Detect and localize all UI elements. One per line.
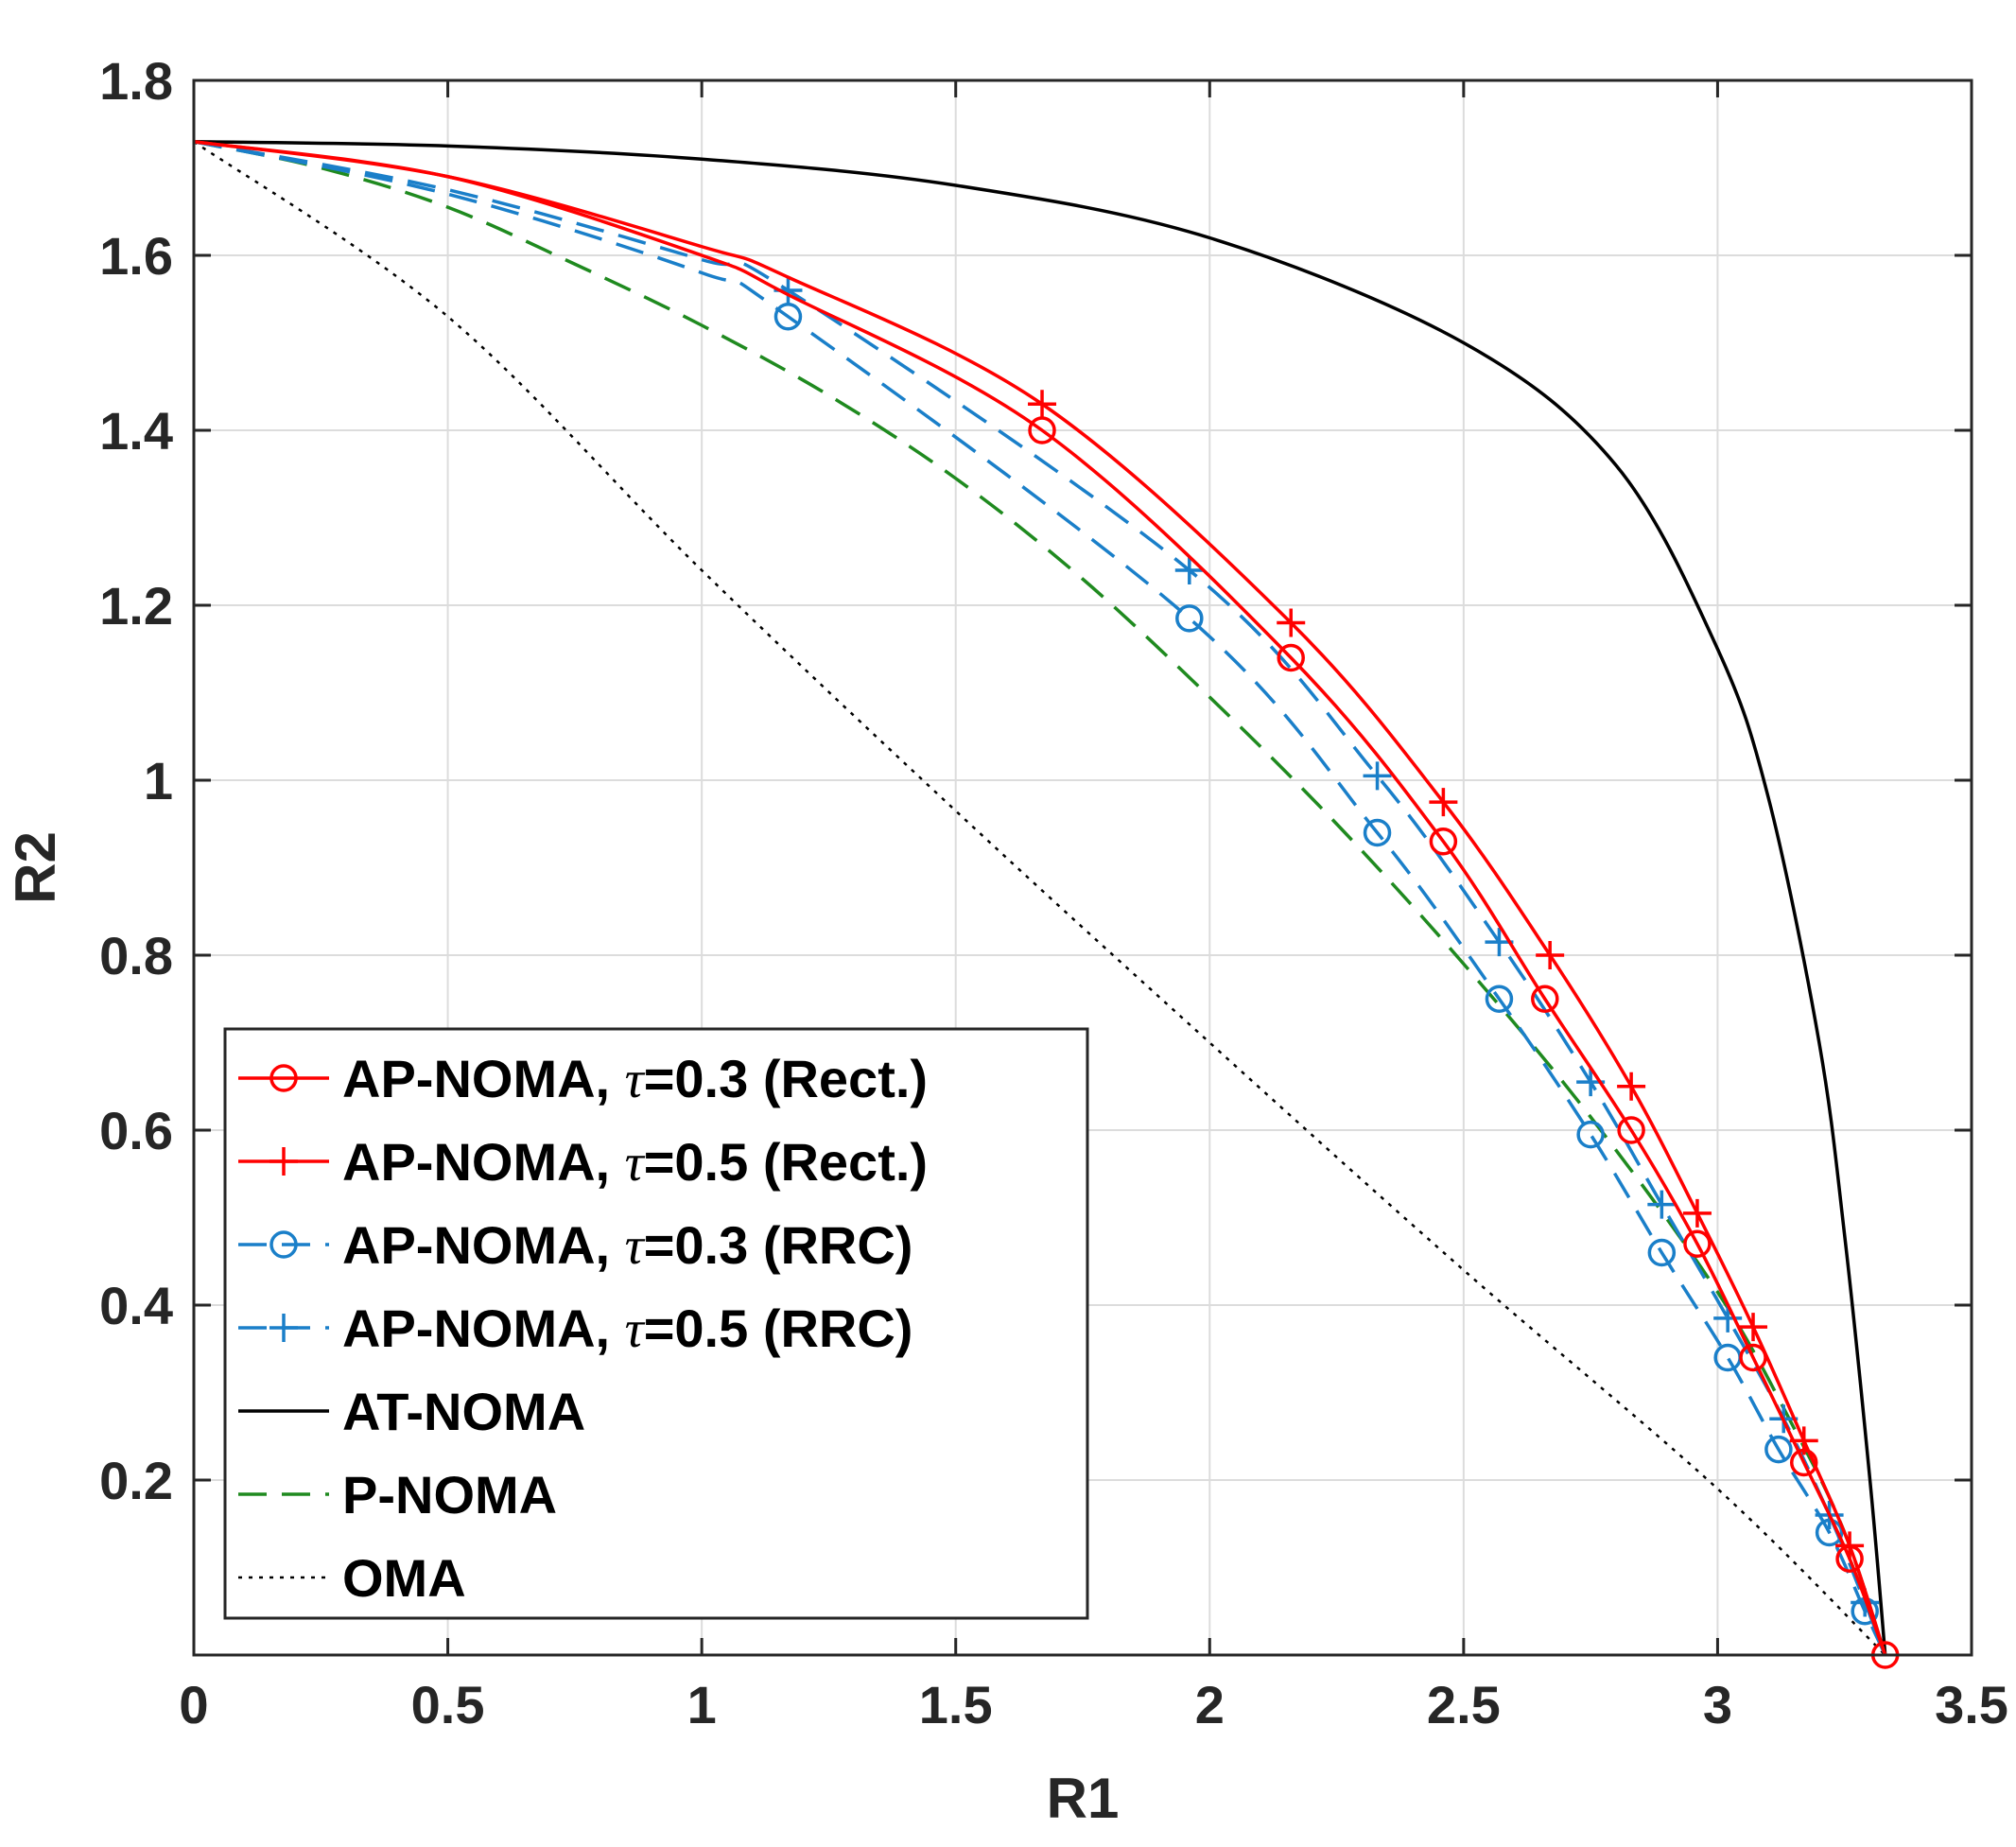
x-tick-label: 0.5 bbox=[411, 1675, 485, 1734]
series-lines bbox=[193, 140, 1900, 1669]
plot-frame bbox=[192, 78, 1973, 1657]
legend-label-tau: τ bbox=[625, 1134, 646, 1193]
series-1 bbox=[193, 140, 1887, 1656]
legend-box bbox=[223, 1027, 1089, 1620]
legend-entry-4: AT-NOMA bbox=[342, 1382, 585, 1441]
axis-ticks: 0 0.5 1 1.5 2 2.5 3 3.5 0.2 0.4 0.6 0.8 1 1.2 1.4 1.6 1.… bbox=[99, 51, 2008, 1734]
legend-marker-0 bbox=[269, 1064, 298, 1092]
x-tick-label: 2.5 bbox=[1427, 1675, 1501, 1734]
legend: AP-NOMA, τ=0.3 (Rect.)AP-NOMA, τ=0.5 (Re… bbox=[223, 1027, 1089, 1620]
legend-label-tau: τ bbox=[625, 1051, 646, 1109]
legend-entry-3: AP-NOMA, τ=0.5 (RRC) bbox=[342, 1298, 912, 1359]
legend-label-suffix: =0.5 (RRC) bbox=[644, 1298, 913, 1358]
legend-label-prefix: AP-NOMA, bbox=[342, 1215, 625, 1275]
series-2-marker bbox=[1363, 818, 1392, 847]
legend-label-prefix: AP-NOMA, bbox=[342, 1298, 625, 1358]
series-line-4 bbox=[193, 140, 1887, 1656]
y-tick-label: 1.8 bbox=[99, 51, 173, 111]
legend-label-suffix: =0.3 (Rect.) bbox=[644, 1049, 928, 1108]
series-0-marker bbox=[1531, 984, 1559, 1013]
series-0-marker bbox=[1683, 1229, 1712, 1258]
series-2-marker bbox=[1576, 1120, 1605, 1149]
series-1-marker bbox=[1028, 390, 1057, 419]
series-1-marker bbox=[1682, 1198, 1712, 1228]
series-1-marker bbox=[1429, 788, 1458, 817]
series-3-marker bbox=[1174, 556, 1204, 584]
series-0 bbox=[193, 140, 1900, 1669]
series-3-marker bbox=[1363, 761, 1392, 791]
legend-label-prefix: AP-NOMA, bbox=[342, 1132, 625, 1192]
series-line-6 bbox=[193, 140, 1886, 1656]
x-tick-label: 1 bbox=[687, 1675, 717, 1734]
series-1-marker bbox=[1739, 1313, 1768, 1342]
x-tick-label: 3 bbox=[1703, 1675, 1732, 1734]
y-axis-label: R2 bbox=[4, 831, 67, 904]
legend-marker-3 bbox=[269, 1314, 298, 1342]
y-tick-label: 1 bbox=[144, 751, 173, 810]
series-3-marker bbox=[1713, 1303, 1743, 1333]
legend-entry-1: AP-NOMA, τ=0.5 (Rect.) bbox=[342, 1132, 928, 1193]
y-tick-label: 0.6 bbox=[99, 1101, 173, 1160]
legend-marker-1 bbox=[269, 1147, 298, 1176]
series-4 bbox=[193, 140, 1887, 1656]
x-axis-label: R1 bbox=[1047, 1767, 1120, 1830]
series-1-marker bbox=[1536, 941, 1565, 969]
legend-entry-5: P-NOMA bbox=[342, 1465, 557, 1525]
legend-entry-6: OMA bbox=[342, 1548, 466, 1608]
y-tick-label: 1.4 bbox=[99, 401, 173, 461]
y-tick-label: 0.2 bbox=[99, 1451, 173, 1510]
series-line-0 bbox=[193, 140, 1887, 1656]
series-2-marker bbox=[1647, 1238, 1677, 1267]
series-3-marker bbox=[1647, 1190, 1677, 1219]
legend-label-suffix: =0.3 (RRC) bbox=[644, 1215, 913, 1275]
legend-label-tau: τ bbox=[625, 1300, 646, 1359]
series-2-marker bbox=[1485, 984, 1514, 1013]
series-2-marker bbox=[1175, 604, 1204, 633]
series-1-marker bbox=[1835, 1531, 1865, 1560]
series-1-marker bbox=[1789, 1426, 1818, 1455]
series-line-1 bbox=[193, 140, 1887, 1656]
x-tick-label: 0 bbox=[179, 1675, 208, 1734]
series-1-marker bbox=[1277, 608, 1306, 637]
series-0-marker bbox=[1277, 643, 1305, 672]
y-tick-label: 1.6 bbox=[99, 226, 173, 286]
x-tick-label: 1.5 bbox=[919, 1675, 993, 1734]
legend-label-suffix: =0.5 (Rect.) bbox=[644, 1132, 928, 1192]
legend-label-tau: τ bbox=[625, 1217, 646, 1276]
series-1-marker bbox=[1617, 1072, 1646, 1101]
x-tick-label: 3.5 bbox=[1935, 1675, 2008, 1734]
legend-label-prefix: AP-NOMA, bbox=[342, 1049, 625, 1108]
series-line-2 bbox=[193, 140, 1887, 1656]
series-6 bbox=[193, 140, 1886, 1656]
x-tick-label: 2 bbox=[1195, 1675, 1225, 1734]
legend-marker-2 bbox=[269, 1230, 298, 1259]
y-tick-label: 1.2 bbox=[99, 576, 173, 636]
series-0-marker bbox=[1429, 828, 1458, 856]
legend-entry-0: AP-NOMA, τ=0.3 (Rect.) bbox=[342, 1049, 928, 1109]
y-tick-label: 0.4 bbox=[99, 1276, 173, 1335]
x-tick-label: 0 bbox=[179, 1675, 208, 1734]
y-tick-label: 0.8 bbox=[99, 926, 173, 985]
series-0-marker bbox=[1617, 1116, 1645, 1144]
series-2-marker bbox=[1764, 1435, 1793, 1464]
legend-entry-2: AP-NOMA, τ=0.3 (RRC) bbox=[342, 1215, 912, 1276]
